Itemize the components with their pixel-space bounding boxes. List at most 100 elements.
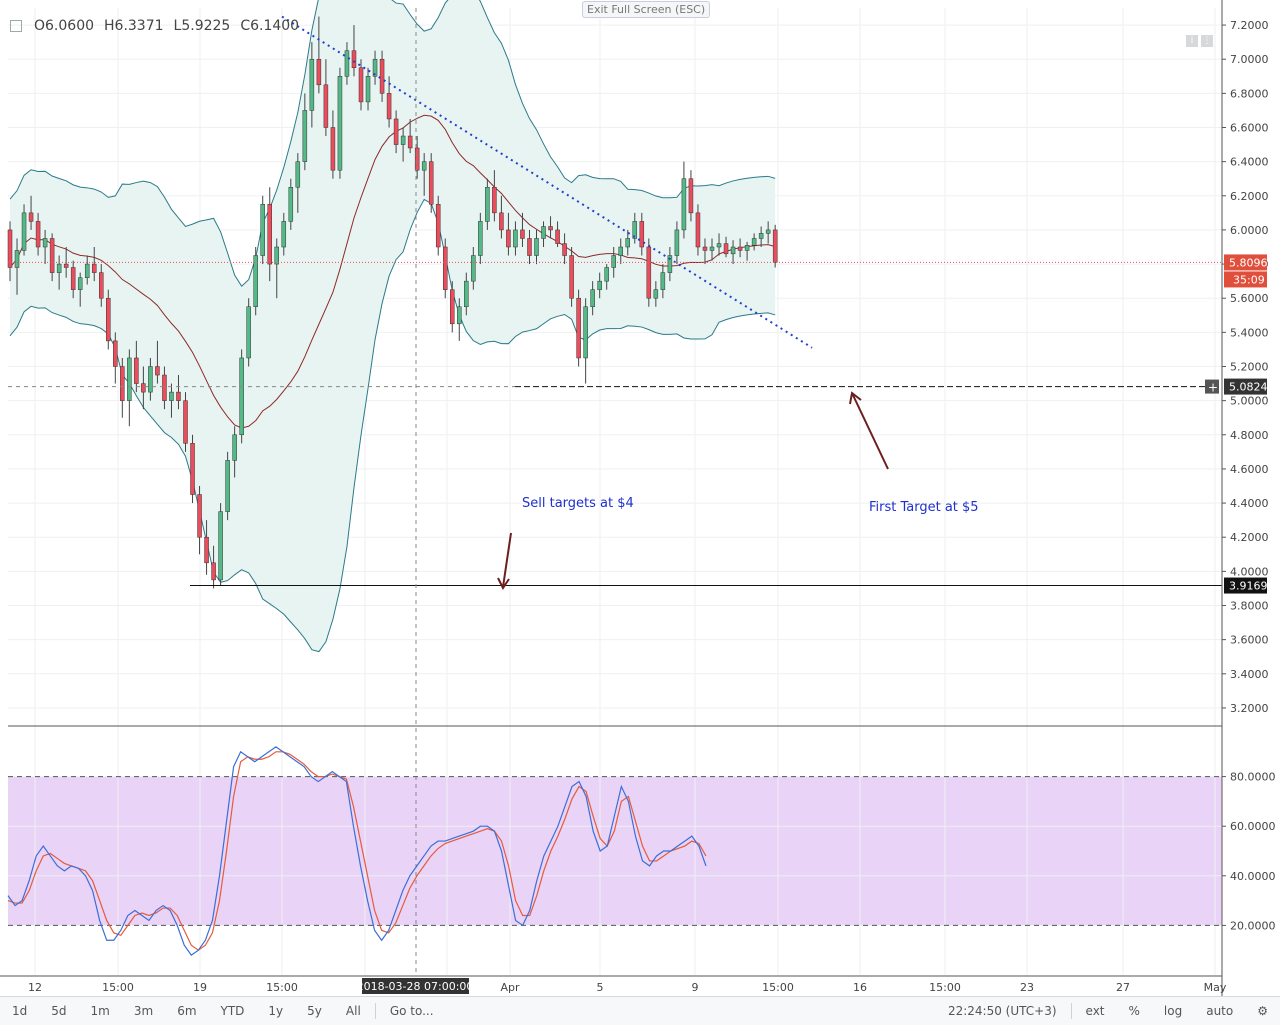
price-tick-label: 4.4000 <box>1230 497 1269 510</box>
candle-body <box>625 238 631 248</box>
range-button-5d[interactable]: 5d <box>51 1004 67 1018</box>
candle-body <box>435 204 441 248</box>
candle-body <box>246 306 251 359</box>
toolbar-divider <box>374 1003 376 1019</box>
goto-button[interactable]: Go to... <box>389 1004 434 1018</box>
candle-body <box>218 511 223 581</box>
candle-body <box>506 229 511 248</box>
candle-body <box>492 187 497 214</box>
candle-body <box>576 297 581 359</box>
candle-body <box>162 374 167 401</box>
stochastic-tick-label: 60.0000 <box>1230 820 1276 833</box>
range-button-all[interactable]: All <box>345 1004 361 1018</box>
chart-corner-controls: i ⋮ <box>1186 35 1213 47</box>
menu-icon[interactable]: ⋮ <box>1201 35 1213 47</box>
candle-body <box>302 110 308 162</box>
candle-body <box>211 562 216 581</box>
stochastic-band-fill <box>8 776 1222 926</box>
candle-body <box>688 178 694 214</box>
range-button-1d[interactable]: 1d <box>12 1004 28 1018</box>
range-button-ytd[interactable]: YTD <box>220 1004 245 1018</box>
time-tick-label: 15:00 <box>762 981 794 994</box>
scale-option-log[interactable]: log <box>1163 1004 1183 1018</box>
candle-body <box>28 212 34 222</box>
candle-body <box>653 289 659 299</box>
candle-body <box>274 246 280 265</box>
time-tick-label: 5 <box>597 981 604 994</box>
scale-options: ext% log auto <box>1074 1000 1246 1022</box>
candle-body <box>478 221 483 256</box>
candle-body <box>723 243 729 255</box>
scale-option-ext[interactable]: ext <box>1085 1004 1105 1018</box>
candle-body <box>99 272 104 299</box>
collapse-legend-icon[interactable] <box>10 20 22 32</box>
close-value: C6.1400 <box>240 18 300 34</box>
price-tick-label: 6.0000 <box>1230 224 1269 237</box>
info-icon[interactable]: i <box>1186 35 1198 47</box>
candle-body <box>765 229 771 234</box>
candle-body <box>260 204 265 256</box>
range-button-5y[interactable]: 5y <box>307 1004 322 1018</box>
crosshair-time-badge <box>362 978 469 994</box>
candle-body <box>513 229 518 248</box>
candle-body <box>597 280 602 290</box>
price-tick-label: 4.6000 <box>1230 463 1269 476</box>
candle-body <box>379 58 385 94</box>
price-tick-label: 6.4000 <box>1230 156 1269 169</box>
candle-body <box>77 277 83 290</box>
time-tick-label: 15:00 <box>266 981 298 994</box>
stochastic-tick-label: 80.0000 <box>1230 771 1276 784</box>
candle-body <box>393 118 399 145</box>
candle-body <box>267 204 272 265</box>
ohlc-legend: O6.0600 H6.3371 L5.9225 C6.1400 <box>10 18 299 34</box>
countdown-label: 35:09 <box>1233 273 1265 286</box>
scale-option-auto[interactable]: auto <box>1206 1004 1234 1018</box>
candle-body <box>520 229 525 239</box>
candle-body <box>583 306 588 359</box>
low-value: L5.9225 <box>173 18 231 34</box>
scale-option-percent[interactable]: % <box>1128 1004 1140 1018</box>
range-button-3m[interactable]: 3m <box>133 1004 154 1018</box>
candle-body <box>590 289 595 307</box>
exit-fullscreen-button[interactable]: Exit Full Screen (ESC) <box>582 1 711 18</box>
candle-body <box>730 246 736 255</box>
countdown-badge <box>1224 271 1267 288</box>
candle-body <box>169 391 174 401</box>
range-button-6m[interactable]: 6m <box>177 1004 197 1018</box>
stochastic-tick-label: 20.0000 <box>1230 919 1276 932</box>
candle-body <box>772 229 778 263</box>
settings-icon[interactable]: ⚙ <box>1257 1004 1268 1018</box>
price-tick-label: 3.8000 <box>1230 600 1269 613</box>
candle-body <box>414 147 420 171</box>
candle-body <box>21 212 27 251</box>
price-tick-label: 3.4000 <box>1230 668 1269 681</box>
crosshair-price-label: 5.0824 <box>1229 381 1268 394</box>
candle-body <box>14 250 20 268</box>
last-price-badge <box>1224 254 1267 271</box>
range-button-1m[interactable]: 1m <box>90 1004 110 1018</box>
candle-body <box>91 263 97 273</box>
candle-body <box>351 50 357 68</box>
candle-body <box>35 221 41 248</box>
candle-body <box>674 229 680 256</box>
candle-body <box>232 434 237 461</box>
candle-body <box>667 255 673 273</box>
candle-body <box>127 357 132 401</box>
support-price-badge <box>1224 577 1267 594</box>
candle-body <box>106 297 111 342</box>
stochastic-d-line <box>7 751 707 951</box>
candle-body <box>569 255 574 299</box>
candle-body <box>316 58 322 86</box>
candle-body <box>155 366 160 376</box>
range-button-1y[interactable]: 1y <box>268 1004 284 1018</box>
time-tick-label: 19 <box>193 981 207 994</box>
add-alert-button <box>1205 379 1219 394</box>
clock-readout[interactable]: 22:24:50 (UTC+3) <box>947 1004 1057 1018</box>
candle-body <box>681 178 687 231</box>
chart-svg[interactable]: Sell targets at $4 First Target at $5 7.20… <box>0 0 1280 996</box>
time-tick-label: 15:00 <box>929 981 961 994</box>
candle-body <box>618 246 623 256</box>
candle-body <box>197 494 202 538</box>
bollinger-band-fill <box>10 0 776 652</box>
